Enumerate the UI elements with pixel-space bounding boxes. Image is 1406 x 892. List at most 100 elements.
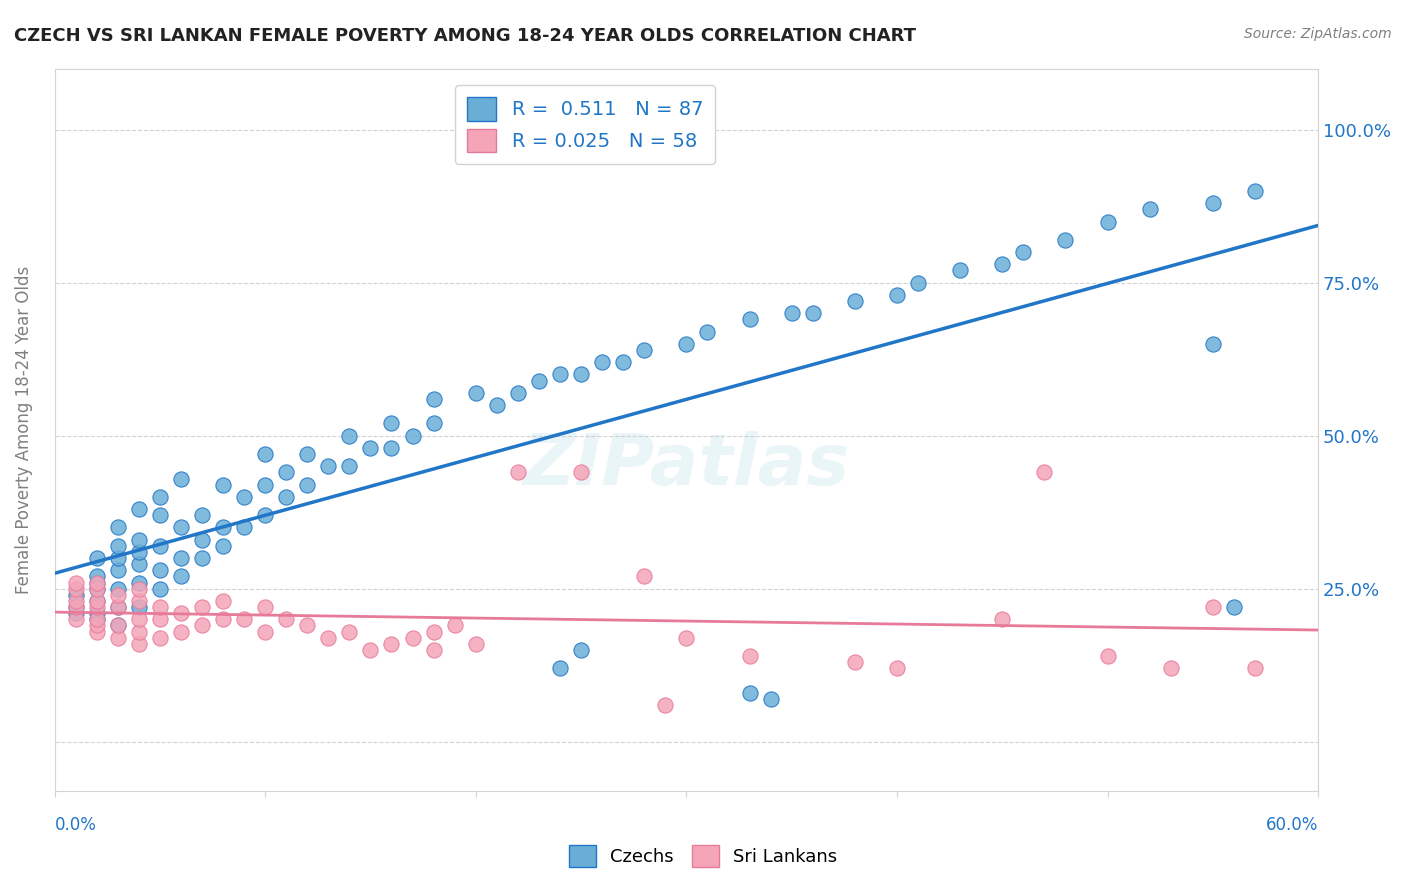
- Point: [107, 631, 129, 645]
- Point: [738, 686, 761, 700]
- Point: [359, 441, 381, 455]
- Point: [65, 612, 87, 626]
- Point: [128, 558, 150, 572]
- Point: [128, 533, 150, 547]
- Point: [318, 459, 340, 474]
- Point: [107, 618, 129, 632]
- Point: [464, 637, 486, 651]
- Point: [886, 661, 908, 675]
- Point: [844, 655, 866, 669]
- Text: CZECH VS SRI LANKAN FEMALE POVERTY AMONG 18-24 YEAR OLDS CORRELATION CHART: CZECH VS SRI LANKAN FEMALE POVERTY AMONG…: [14, 27, 917, 45]
- Point: [569, 643, 592, 657]
- Point: [233, 520, 256, 534]
- Point: [506, 466, 529, 480]
- Point: [527, 374, 550, 388]
- Text: Source: ZipAtlas.com: Source: ZipAtlas.com: [1244, 27, 1392, 41]
- Point: [107, 551, 129, 566]
- Point: [170, 471, 193, 485]
- Point: [759, 691, 782, 706]
- Point: [86, 569, 108, 583]
- Point: [170, 606, 193, 620]
- Point: [254, 624, 277, 639]
- Point: [949, 263, 972, 277]
- Point: [128, 575, 150, 590]
- Point: [128, 624, 150, 639]
- Point: [1033, 466, 1056, 480]
- Point: [254, 447, 277, 461]
- Point: [149, 612, 172, 626]
- Point: [149, 539, 172, 553]
- Point: [297, 618, 319, 632]
- Point: [1012, 245, 1035, 260]
- Point: [359, 643, 381, 657]
- Point: [297, 477, 319, 491]
- Point: [128, 502, 150, 516]
- Point: [107, 600, 129, 615]
- Point: [738, 648, 761, 663]
- Point: [485, 398, 508, 412]
- Point: [1223, 600, 1246, 615]
- Point: [380, 441, 402, 455]
- Point: [254, 477, 277, 491]
- Point: [548, 368, 571, 382]
- Point: [86, 582, 108, 596]
- Point: [297, 447, 319, 461]
- Point: [506, 385, 529, 400]
- Point: [149, 490, 172, 504]
- Point: [233, 490, 256, 504]
- Point: [422, 624, 444, 639]
- Point: [107, 563, 129, 577]
- Point: [170, 624, 193, 639]
- Point: [107, 600, 129, 615]
- Point: [128, 637, 150, 651]
- Point: [422, 392, 444, 406]
- Point: [254, 508, 277, 523]
- Point: [65, 600, 87, 615]
- Point: [86, 575, 108, 590]
- Point: [107, 539, 129, 553]
- Point: [212, 520, 235, 534]
- Point: [128, 612, 150, 626]
- Point: [907, 276, 929, 290]
- Point: [318, 631, 340, 645]
- Point: [212, 477, 235, 491]
- Point: [191, 551, 214, 566]
- Point: [675, 631, 697, 645]
- Point: [1160, 661, 1182, 675]
- Point: [212, 612, 235, 626]
- Point: [65, 594, 87, 608]
- Point: [569, 368, 592, 382]
- Point: [65, 606, 87, 620]
- Point: [633, 569, 655, 583]
- Point: [422, 417, 444, 431]
- Point: [1244, 184, 1267, 198]
- Point: [86, 606, 108, 620]
- Point: [1054, 233, 1077, 247]
- Point: [1202, 337, 1225, 351]
- Text: 60.0%: 60.0%: [1265, 816, 1319, 834]
- Point: [191, 533, 214, 547]
- Point: [1202, 196, 1225, 211]
- Legend: R =  0.511   N = 87, R = 0.025   N = 58: R = 0.511 N = 87, R = 0.025 N = 58: [456, 86, 716, 164]
- Point: [65, 582, 87, 596]
- Point: [1202, 600, 1225, 615]
- Point: [128, 594, 150, 608]
- Point: [128, 545, 150, 559]
- Text: 0.0%: 0.0%: [55, 816, 97, 834]
- Point: [86, 551, 108, 566]
- Point: [86, 575, 108, 590]
- Point: [233, 612, 256, 626]
- Y-axis label: Female Poverty Among 18-24 Year Olds: Female Poverty Among 18-24 Year Olds: [15, 266, 32, 594]
- Point: [337, 428, 360, 442]
- Point: [86, 582, 108, 596]
- Point: [191, 618, 214, 632]
- Point: [1097, 214, 1119, 228]
- Point: [1139, 202, 1161, 217]
- Point: [65, 600, 87, 615]
- Point: [191, 600, 214, 615]
- Point: [212, 539, 235, 553]
- Point: [991, 612, 1014, 626]
- Point: [86, 624, 108, 639]
- Point: [337, 624, 360, 639]
- Point: [548, 661, 571, 675]
